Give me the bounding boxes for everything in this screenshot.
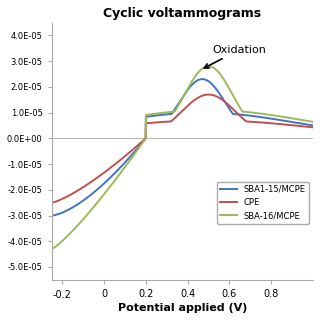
Text: -0.2: -0.2 — [53, 290, 72, 300]
Title: Cyclic voltammograms: Cyclic voltammograms — [103, 7, 261, 20]
Legend: SBA1-15/MCPE, CPE, SBA-16/MCPE: SBA1-15/MCPE, CPE, SBA-16/MCPE — [217, 182, 309, 224]
X-axis label: Potential applied (V): Potential applied (V) — [118, 303, 247, 313]
Text: Oxidation: Oxidation — [204, 45, 267, 68]
